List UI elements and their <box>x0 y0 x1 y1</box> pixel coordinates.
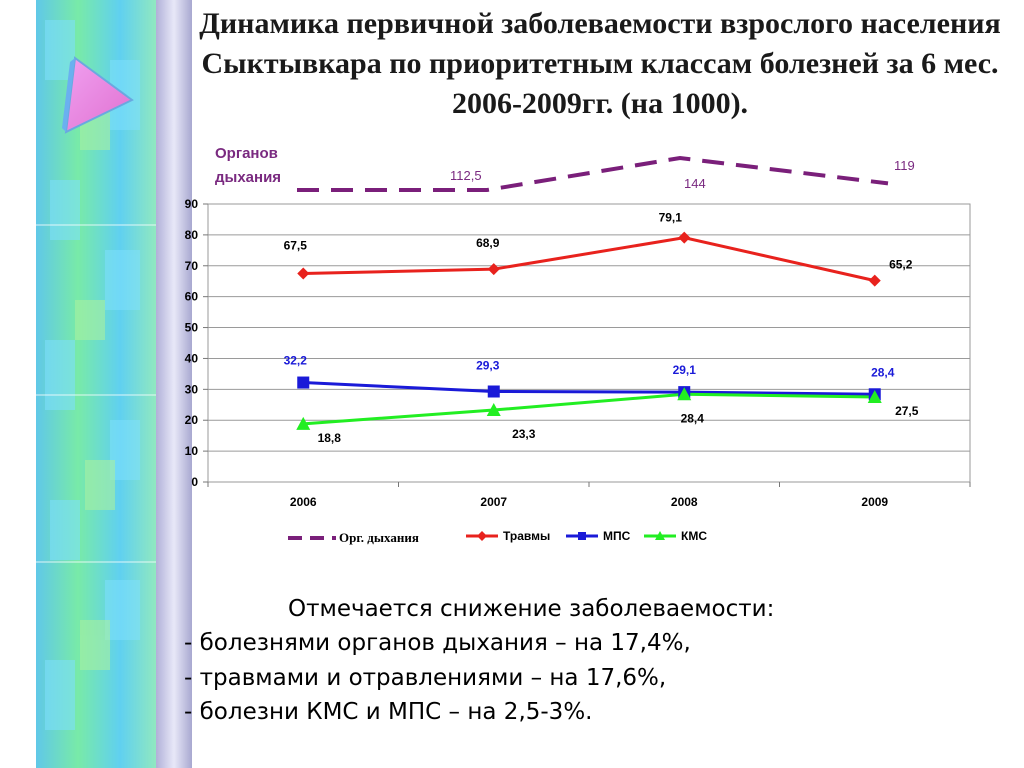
respiratory-series-line <box>297 155 889 192</box>
legend-label-trauma: Травмы <box>503 529 550 543</box>
data-label-mps: 28,4 <box>871 365 895 379</box>
y-tick-label: 30 <box>185 382 199 396</box>
data-label-kms: 23,3 <box>512 427 536 441</box>
legend-label-org: Орг. дыхания <box>339 530 419 545</box>
note-item-kms-mps: - болезни КМС и МПС – на 2,5-3%. <box>184 699 593 725</box>
x-tick-label: 2006 <box>290 495 317 509</box>
notes-heading: Отмечается снижение заболеваемости: <box>288 596 775 622</box>
point-trauma <box>678 231 691 244</box>
data-label-kms: 27,5 <box>895 404 919 418</box>
point-mps <box>487 385 500 398</box>
series-line-kms <box>303 392 875 426</box>
gridlines <box>208 234 970 452</box>
point-mps <box>297 376 310 389</box>
data-label-kms: 28,4 <box>681 411 705 425</box>
series-line-trauma <box>303 236 876 283</box>
data-label-trauma: 79,1 <box>659 211 683 225</box>
respiratory-value-label: 144 <box>684 176 706 191</box>
data-label-trauma: 68,9 <box>476 236 500 250</box>
point-trauma <box>297 267 310 280</box>
y-tick-label: 20 <box>185 413 199 427</box>
legend-marker-trauma <box>477 531 487 541</box>
y-tick-label: 90 <box>185 197 199 211</box>
legend-marker-kms <box>655 531 665 540</box>
point-trauma <box>487 263 500 276</box>
slide-title: Динамика первичной заболеваемости взросл… <box>199 7 1001 120</box>
x-tick-label: 2009 <box>861 495 888 509</box>
y-tick-label: 50 <box>185 321 199 335</box>
point-kms <box>486 403 501 417</box>
y-axis: 0 10 20 30 40 50 60 70 80 90 <box>185 197 208 489</box>
y-tick-label: 40 <box>185 351 199 365</box>
data-label-trauma: 65,2 <box>889 258 913 272</box>
respiratory-value-label: 112,5 <box>450 168 482 183</box>
point-kms <box>867 390 882 404</box>
respiratory-value-label: 119 <box>894 158 915 173</box>
data-label-mps: 29,1 <box>673 363 697 377</box>
respiratory-label-line2: дыхания <box>215 169 281 186</box>
respiratory-chart: Органов дыхания 112,5 144 119 <box>215 145 915 192</box>
data-label-trauma: 67,5 <box>284 239 308 253</box>
plot-area <box>207 203 971 483</box>
y-tick-label: 10 <box>185 444 199 458</box>
y-tick-label: 60 <box>185 290 199 304</box>
x-tick-label: 2007 <box>480 495 507 509</box>
legend-marker-mps <box>578 532 586 540</box>
point-kms <box>296 416 311 430</box>
data-label-mps: 32,2 <box>284 354 308 368</box>
y-tick-label: 70 <box>185 259 199 273</box>
data-label-kms: 18,8 <box>318 431 342 445</box>
x-tick-label: 2008 <box>671 495 698 509</box>
main-chart: 0 10 20 30 40 50 60 70 80 90 2006 2007 2008 2009 67,… <box>185 197 971 509</box>
note-item-respiratory: - болезнями органов дыхания – на 17,4%, <box>184 630 691 656</box>
decorative-side-strip <box>0 0 192 768</box>
legend-label-kms: КМС <box>681 529 707 543</box>
respiratory-label-line1: Органов <box>215 145 278 162</box>
legend: Орг. дыхания Травмы МПС КМС <box>288 529 707 545</box>
legend-label-mps: МПС <box>603 529 631 543</box>
y-tick-label: 0 <box>191 475 198 489</box>
point-trauma <box>868 274 881 287</box>
x-axis: 2006 2007 2008 2009 <box>207 482 971 509</box>
series-line-mps <box>303 381 875 396</box>
y-tick-label: 80 <box>185 228 199 242</box>
note-item-trauma: - травмами и отравлениями – на 17,6%, <box>184 665 667 691</box>
data-label-mps: 29,3 <box>476 358 500 372</box>
point-kms <box>677 387 692 401</box>
